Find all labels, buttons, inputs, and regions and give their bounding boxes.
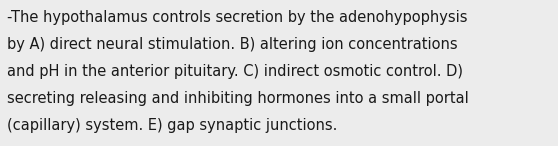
Text: secreting releasing and inhibiting hormones into a small portal: secreting releasing and inhibiting hormo…	[7, 91, 469, 106]
Text: (capillary) system. E) gap synaptic junctions.: (capillary) system. E) gap synaptic junc…	[7, 118, 337, 133]
Text: by A) direct neural stimulation. B) altering ion concentrations: by A) direct neural stimulation. B) alte…	[7, 37, 458, 52]
Text: -The hypothalamus controls secretion by the adenohypophysis: -The hypothalamus controls secretion by …	[7, 10, 467, 25]
Text: and pH in the anterior pituitary. C) indirect osmotic control. D): and pH in the anterior pituitary. C) ind…	[7, 64, 463, 79]
